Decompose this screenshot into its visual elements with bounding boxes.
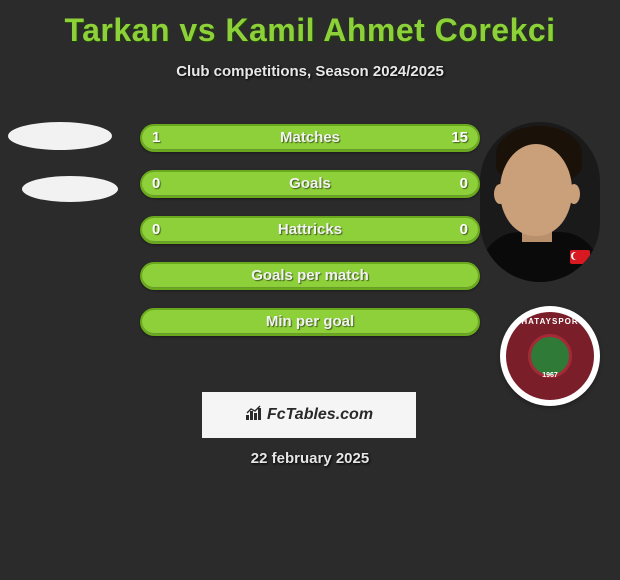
subtitle: Club competitions, Season 2024/2025 — [0, 63, 620, 80]
club-badge: HATAYSPOR 1967 — [500, 306, 600, 406]
chart-icon — [245, 405, 263, 426]
player-left-placeholder-2 — [22, 176, 118, 202]
stat-right-value: 0 — [450, 218, 478, 242]
stat-right-value — [458, 264, 478, 288]
stat-left-value: 1 — [142, 126, 170, 150]
player-right-photo — [480, 122, 600, 282]
page-title: Tarkan vs Kamil Ahmet Corekci — [0, 0, 620, 49]
comparison-card: Tarkan vs Kamil Ahmet Corekci Club compe… — [0, 0, 620, 580]
stat-left-value — [142, 310, 162, 334]
stat-row-hattricks: 0 Hattricks 0 — [140, 216, 480, 244]
player-face-shape — [500, 144, 572, 236]
badge-center: 1967 — [528, 334, 572, 378]
stat-left-value: 0 — [142, 218, 170, 242]
stat-row-goals: 0 Goals 0 — [140, 170, 480, 198]
badge-year: 1967 — [531, 372, 569, 379]
stat-right-value: 15 — [441, 126, 478, 150]
stat-row-min-per-goal: Min per goal — [140, 308, 480, 336]
stat-label: Goals per match — [142, 264, 478, 288]
stat-label: Matches — [142, 126, 478, 150]
stat-label: Min per goal — [142, 310, 478, 334]
stat-row-matches: 1 Matches 15 — [140, 124, 480, 152]
stat-right-value — [458, 310, 478, 334]
brand-box: FcTables.com — [202, 392, 416, 438]
badge-ring: HATAYSPOR 1967 — [506, 312, 594, 400]
brand-label: FcTables.com — [245, 405, 373, 426]
stat-right-value: 0 — [450, 172, 478, 196]
stats-area: 1 Matches 15 0 Goals 0 0 Hattricks 0 Goa… — [140, 124, 480, 354]
stat-label: Hattricks — [142, 218, 478, 242]
flag-moon-icon — [573, 252, 581, 260]
stat-left-value — [142, 264, 162, 288]
flag-patch — [570, 250, 590, 264]
stat-row-goals-per-match: Goals per match — [140, 262, 480, 290]
brand-text-value: FcTables.com — [267, 406, 373, 424]
date-line: 22 february 2025 — [0, 450, 620, 467]
stat-left-value: 0 — [142, 172, 170, 196]
badge-top-text: HATAYSPOR — [506, 317, 594, 326]
stat-label: Goals — [142, 172, 478, 196]
player-left-placeholder-1 — [8, 122, 112, 150]
